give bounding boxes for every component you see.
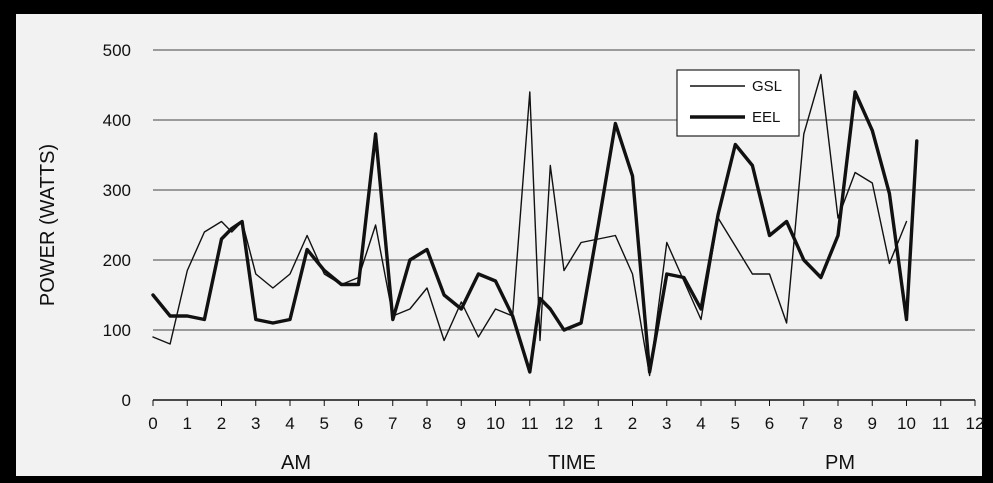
x-tick-label-1: 1 [183, 414, 192, 433]
y-tick-label-100: 100 [103, 321, 131, 340]
x-tick-label-24: 12 [966, 414, 985, 433]
x-tick-label-22: 10 [897, 414, 916, 433]
x-tick-label-2: 2 [217, 414, 226, 433]
x-tick-label-5: 5 [320, 414, 329, 433]
period-label-pm: PM [825, 452, 855, 474]
legend-box [676, 69, 800, 137]
y-tick-label-500: 500 [103, 41, 131, 60]
x-axis-label: TIME [548, 452, 596, 474]
x-tick-label-15: 3 [662, 414, 671, 433]
x-tick-label-3: 3 [251, 414, 260, 433]
paper-background [16, 14, 982, 476]
x-tick-label-16: 4 [696, 414, 705, 433]
y-axis-label: POWER (WATTS) [37, 144, 59, 306]
y-tick-label-200: 200 [103, 251, 131, 270]
period-label-am: AM [281, 452, 311, 474]
x-tick-label-17: 5 [731, 414, 740, 433]
x-axis-ticks: 0 1 2 3 4 5 6 7 8 9 10 11 12 1 2 3 4 5 6 7 8 9 10 11 12 [148, 400, 984, 433]
y-tick-label-300: 300 [103, 181, 131, 200]
x-tick-label-12: 12 [555, 414, 574, 433]
x-tick-label-14: 2 [628, 414, 637, 433]
x-tick-label-7: 7 [388, 414, 397, 433]
x-tick-label-0: 0 [148, 414, 157, 433]
x-tick-label-23: 11 [932, 414, 950, 433]
x-tick-label-10: 10 [486, 414, 505, 433]
x-tick-label-21: 9 [868, 414, 877, 433]
x-tick-label-9: 9 [457, 414, 466, 433]
x-tick-label-18: 6 [765, 414, 774, 433]
y-tick-label-400: 400 [103, 111, 131, 130]
y-tick-label-0: 0 [122, 391, 131, 410]
x-tick-label-6: 6 [354, 414, 363, 433]
x-tick-label-4: 4 [285, 414, 294, 433]
x-tick-label-11: 11 [521, 414, 539, 433]
legend-label-eel: EEL [752, 109, 780, 126]
legend: GSL EEL [676, 69, 800, 137]
series-line-eel [151, 90, 919, 374]
legend-label-gsl: GSL [752, 78, 782, 95]
x-tick-label-8: 8 [422, 414, 431, 433]
x-tick-label-13: 1 [594, 414, 603, 433]
y-axis-ticks: 0 100 200 300 400 500 [103, 41, 131, 410]
x-tick-label-20: 8 [833, 414, 842, 433]
series-line-gsl [152, 73, 908, 377]
series-layer [151, 73, 919, 377]
x-tick-label-19: 7 [799, 414, 808, 433]
